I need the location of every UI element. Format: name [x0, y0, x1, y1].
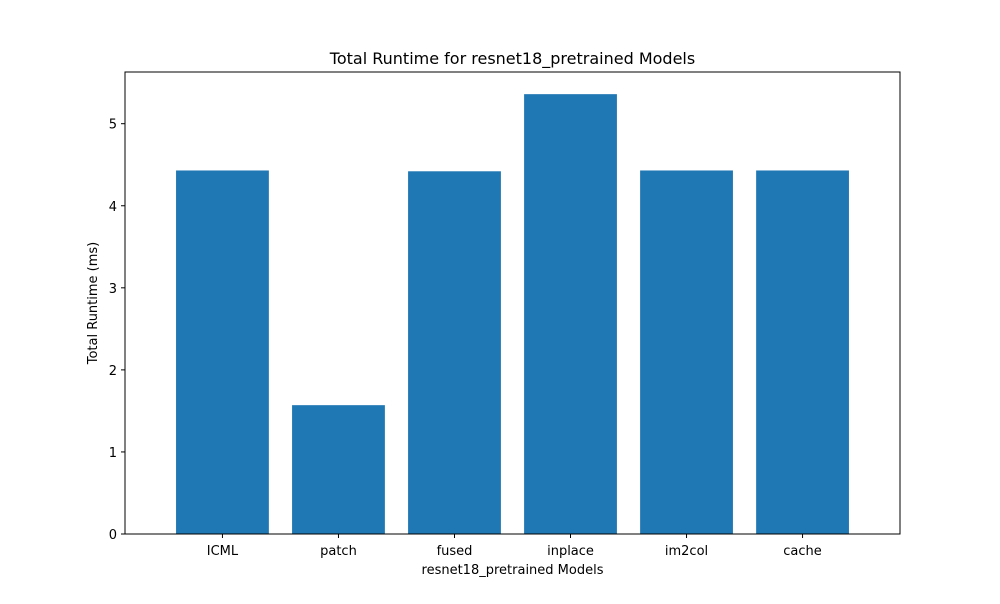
bar-im2col — [640, 170, 733, 534]
y-tick-label: 4 — [109, 200, 117, 215]
x-tick-label: im2col — [665, 544, 708, 559]
bar-patch — [292, 405, 385, 534]
bar-icml — [176, 170, 269, 534]
x-tick-label: fused — [437, 544, 473, 559]
y-axis-label: Total Runtime (ms) — [86, 242, 101, 366]
x-tick-label: patch — [320, 544, 357, 559]
x-tick-label: ICML — [207, 544, 239, 559]
bar-inplace — [524, 94, 617, 534]
y-tick-label: 3 — [109, 282, 117, 297]
bar-fused — [408, 171, 501, 534]
y-tick-label: 5 — [109, 118, 117, 133]
y-tick-label: 2 — [109, 364, 117, 379]
bar-cache — [756, 170, 849, 534]
plot-frame — [124, 71, 901, 535]
chart-title: Total Runtime for resnet18_pretrained Mo… — [329, 49, 695, 69]
y-tick-label: 1 — [109, 446, 117, 461]
x-tick-label: cache — [783, 544, 822, 559]
x-axis-label: resnet18_pretrained Models — [422, 563, 604, 578]
plot-area: 0 1 2 3 4 5 ICML patch fused inplace im2col cache — [109, 71, 901, 559]
x-tick-label: inplace — [547, 544, 594, 559]
y-tick-label: 0 — [109, 528, 117, 543]
